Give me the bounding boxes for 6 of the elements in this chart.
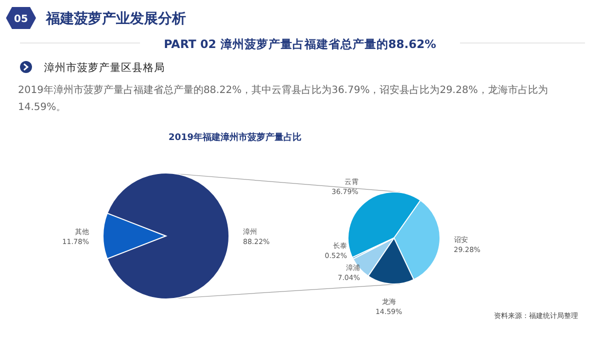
text: PART 02 漳州菠萝产量占福建省总产量的88.62% bbox=[164, 37, 437, 51]
text: 福建菠萝产业发展分析 bbox=[45, 10, 186, 27]
text: 漳州市菠萝产量区县格局 bbox=[44, 61, 165, 74]
text: 05 bbox=[14, 14, 28, 25]
text: 2019年漳州市菠萝产量占福建省总产量的88.22%，其中云霄县占比为36.79%，诏安县占比为29.28%，龙海市占比为14.59%。 bbox=[18, 84, 549, 115]
chart-title: 2019年福建漳州市菠萝产量占比 bbox=[168, 132, 302, 143]
